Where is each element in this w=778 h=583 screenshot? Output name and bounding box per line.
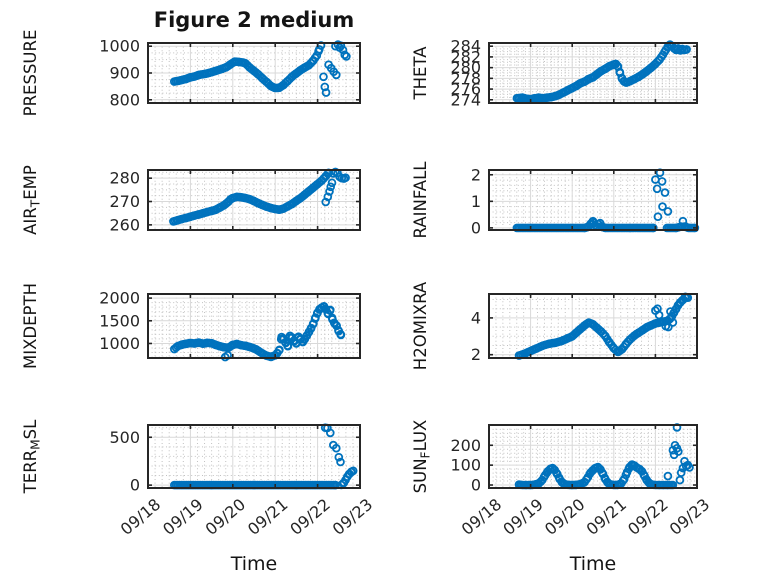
y-axis-label-theta: THETA [411,46,430,101]
y-tick-label: 280 [109,169,140,188]
x-tick-label: 09/23 [329,495,377,539]
y-tick-label: 0 [471,476,481,495]
y-tick-label: 276 [450,80,481,99]
axes-frame [488,169,698,231]
y-tick-label: 280 [450,58,481,77]
axes-frame [488,42,698,104]
y-axis-label-mixdepth: MIXDEPTH [21,283,40,369]
y-axis-label-rainfall: RAINFALL [411,161,430,239]
y-tick-label: 500 [109,428,140,447]
tick-marks [488,294,698,358]
axes-frame [488,293,698,359]
data-series [170,40,351,97]
x-axis-title: Time [230,553,278,575]
subplot-pressure: 800 900 1000 PRESSURE [21,30,361,117]
tick-marks [147,294,361,358]
y-tick-label: 274 [450,90,481,109]
subplot-h2omixra: 2 4 H2OMIXRA [411,281,698,370]
y-tick-label: 284 [450,37,481,56]
tick-marks [488,425,698,488]
y-tick-label: 900 [109,64,140,83]
subplot-rainfall: 0 1 2 RAINFALL [411,161,700,239]
x-tick-label: 09/19 [159,495,207,539]
data-series [169,167,350,226]
y-tick-label: 260 [109,215,140,234]
tick-marks [147,425,361,488]
y-tick-label: 1000 [99,37,140,56]
subplot-terr-msl: 0 500 TERRMSL 09/1809/1909/2009/2109/2209/2… [21,419,377,539]
y-tick-label: 2 [471,165,481,184]
x-tick-label: 09/18 [458,495,506,539]
subplot-air-temp: 260 270 280 AIRTEMP [21,165,361,235]
y-axis-label-sun-flux: SUNFLUX [411,420,433,494]
y-tick-label: 800 [109,90,140,109]
y-tick-label: 1500 [99,311,140,330]
tick-marks [147,170,361,230]
y-tick-label: 100 [450,456,481,475]
y-axis-label-air-temp: AIRTEMP [21,165,43,235]
y-tick-label: 2000 [99,289,140,308]
x-axis-title: Time [569,553,617,575]
figure-title: Figure 2 medium [153,8,355,32]
tick-marks [488,43,698,103]
tick-marks [488,170,698,230]
data-series [512,168,700,233]
x-tick-label: 09/23 [666,495,714,539]
y-axis-label-h2omixra: H2OMIXRA [411,281,430,370]
axes-frame [488,424,698,489]
y-tick-label: 0 [130,476,140,495]
tick-marks [147,43,361,103]
axes-frame [147,293,361,359]
y-tick-label: 1 [471,192,481,211]
major-grid [148,294,360,358]
y-tick-label: 0 [471,218,481,237]
y-axis-label-terr-msl: TERRMSL [21,419,43,494]
axes-frame [147,169,361,231]
x-tick-label: 09/18 [117,495,165,539]
x-tick-label: 09/20 [202,495,250,539]
data-series [512,40,691,104]
x-tick-label: 09/22 [286,495,334,539]
y-tick-label: 282 [450,47,481,66]
y-tick-label: 200 [450,436,481,455]
y-axis-label-pressure: PRESSURE [21,30,40,117]
x-tick-label: 09/19 [499,495,547,539]
x-tick-label: 09/22 [624,495,672,539]
y-tick-label: 1000 [99,334,140,353]
x-tick-label: 09/21 [583,495,631,539]
y-tick-label: 270 [109,192,140,211]
y-tick-label: 2 [471,345,481,364]
data-series [170,301,346,362]
y-tick-label: 4 [471,308,481,327]
data-series [514,292,693,360]
axes-frame [147,424,361,489]
subplot-mixdepth: 1000 1500 2000 MIXDEPTH [21,283,361,369]
x-tick-label: 09/21 [244,495,292,539]
y-tick-label: 278 [450,69,481,88]
x-tick-label: 09/20 [541,495,589,539]
